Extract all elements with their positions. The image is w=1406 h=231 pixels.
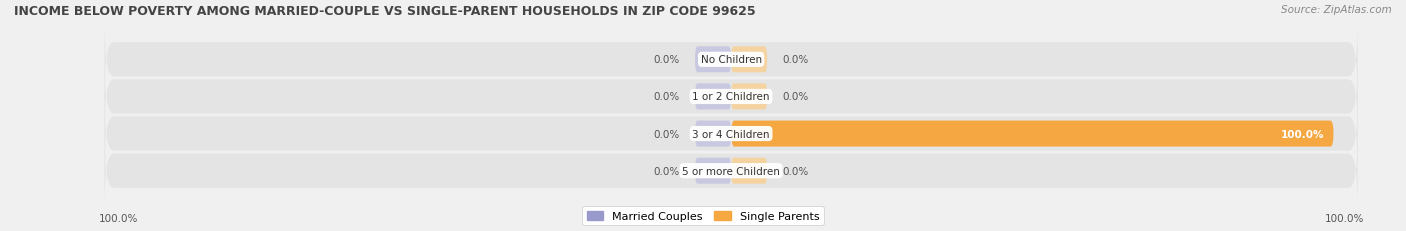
FancyBboxPatch shape	[731, 84, 768, 110]
Text: Source: ZipAtlas.com: Source: ZipAtlas.com	[1281, 5, 1392, 15]
Text: 5 or more Children: 5 or more Children	[682, 166, 780, 176]
Text: 100.0%: 100.0%	[1281, 129, 1324, 139]
Text: 0.0%: 0.0%	[654, 92, 681, 102]
Text: 0.0%: 0.0%	[782, 166, 808, 176]
FancyBboxPatch shape	[731, 47, 768, 73]
FancyBboxPatch shape	[695, 158, 731, 184]
FancyBboxPatch shape	[695, 84, 731, 110]
Text: 0.0%: 0.0%	[654, 55, 681, 65]
FancyBboxPatch shape	[731, 121, 1334, 147]
Text: INCOME BELOW POVERTY AMONG MARRIED-COUPLE VS SINGLE-PARENT HOUSEHOLDS IN ZIP COD: INCOME BELOW POVERTY AMONG MARRIED-COUPL…	[14, 5, 755, 18]
Legend: Married Couples, Single Parents: Married Couples, Single Parents	[582, 206, 824, 225]
FancyBboxPatch shape	[731, 158, 768, 184]
FancyBboxPatch shape	[104, 22, 1358, 98]
FancyBboxPatch shape	[104, 96, 1358, 172]
FancyBboxPatch shape	[695, 121, 731, 147]
Text: 0.0%: 0.0%	[654, 129, 681, 139]
Text: 0.0%: 0.0%	[782, 92, 808, 102]
FancyBboxPatch shape	[104, 59, 1358, 135]
Text: No Children: No Children	[700, 55, 762, 65]
FancyBboxPatch shape	[104, 133, 1358, 209]
Text: 0.0%: 0.0%	[654, 166, 681, 176]
FancyBboxPatch shape	[695, 47, 731, 73]
Text: 1 or 2 Children: 1 or 2 Children	[692, 92, 770, 102]
Text: 100.0%: 100.0%	[98, 213, 138, 224]
Text: 3 or 4 Children: 3 or 4 Children	[692, 129, 770, 139]
Text: 0.0%: 0.0%	[782, 55, 808, 65]
Text: 100.0%: 100.0%	[1324, 213, 1364, 224]
